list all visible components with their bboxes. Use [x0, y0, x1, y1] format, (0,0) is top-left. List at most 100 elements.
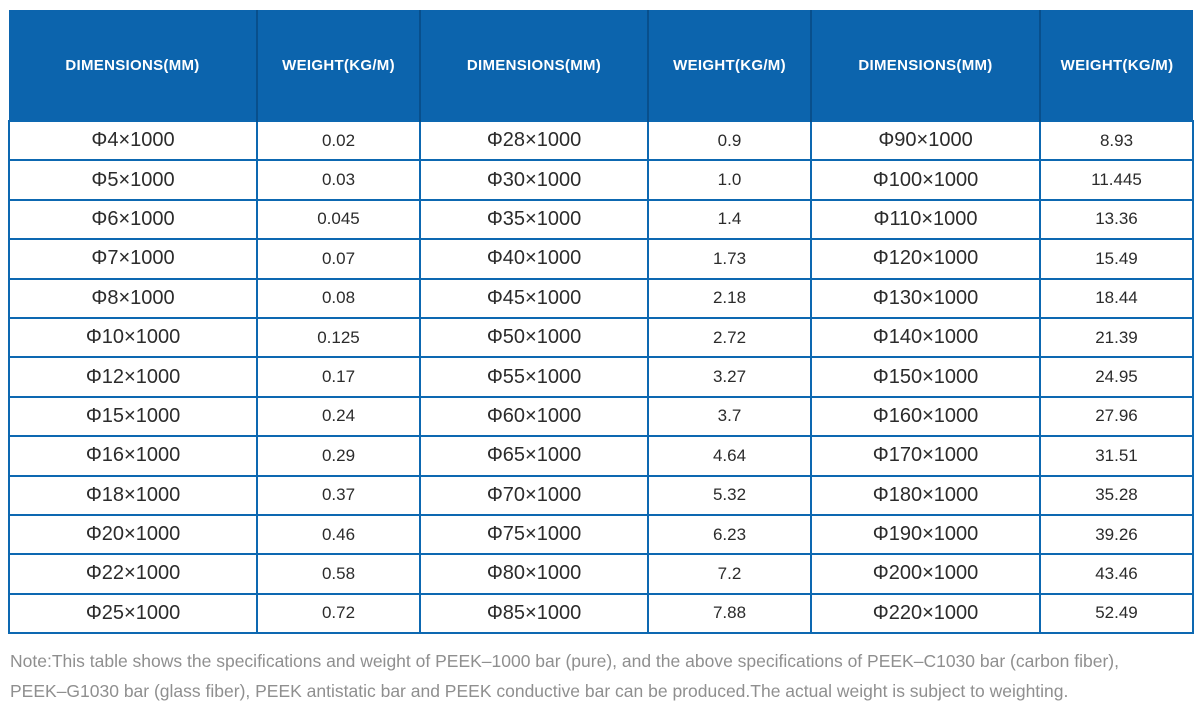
weight-cell: 15.49 [1039, 238, 1194, 280]
dimension-cell: Φ80×1000 [419, 553, 649, 595]
header-weight-col-2: WEIGHT(KG/M) [1040, 10, 1193, 121]
dimension-cell: Φ40×1000 [419, 238, 649, 280]
header-weight-col-1: WEIGHT(KG/M) [648, 10, 812, 121]
weight-cell: 39.26 [1039, 513, 1194, 556]
dimension-cell: Φ140×1000 [810, 316, 1041, 359]
dimension-cell: Φ120×1000 [810, 238, 1041, 280]
dimension-cell: Φ4×1000 [8, 119, 258, 162]
table-row: Φ6×1000 0.045 Φ35×1000 1.4 Φ110×1000 13.36 [8, 198, 1194, 241]
dimension-cell: Φ18×1000 [8, 474, 258, 516]
table-row: Φ15×1000 0.24 Φ60×1000 3.7 Φ160×1000 27.96 [8, 395, 1194, 438]
weight-cell: 0.02 [256, 119, 421, 162]
weight-cell: 3.27 [647, 356, 812, 398]
dimension-cell: Φ6×1000 [8, 198, 258, 241]
header-dimensions-col-0: DIMENSIONS(MM) [9, 10, 258, 121]
dimension-cell: Φ5×1000 [8, 159, 258, 201]
weight-cell: 18.44 [1039, 277, 1194, 319]
dimension-cell: Φ15×1000 [8, 395, 258, 438]
table-row: Φ4×1000 0.02 Φ28×1000 0.9 Φ90×1000 8.93 [8, 119, 1194, 162]
dimension-cell: Φ190×1000 [810, 513, 1041, 556]
weight-cell: 1.0 [647, 159, 812, 201]
dimension-cell: Φ22×1000 [8, 553, 258, 595]
table-row: Φ25×1000 0.72 Φ85×1000 7.88 Φ220×1000 52.49 [8, 592, 1194, 635]
dimension-cell: Φ200×1000 [810, 553, 1041, 595]
peek-bar-spec-table: DIMENSIONS(MM) WEIGHT(KG/M) DIMENSIONS(MM)… [8, 10, 1194, 635]
dimension-cell: Φ55×1000 [419, 356, 649, 398]
weight-cell: 8.93 [1039, 119, 1194, 162]
weight-cell: 0.045 [256, 198, 421, 241]
dimension-cell: Φ130×1000 [810, 277, 1041, 319]
dimension-cell: Φ45×1000 [419, 277, 649, 319]
weight-cell: 31.51 [1039, 435, 1194, 477]
dimension-cell: Φ75×1000 [419, 513, 649, 556]
weight-cell: 4.64 [647, 435, 812, 477]
dimension-cell: Φ28×1000 [419, 119, 649, 162]
weight-cell: 1.4 [647, 198, 812, 241]
header-dimensions-col-2: DIMENSIONS(MM) [811, 10, 1041, 121]
table-row: Φ5×1000 0.03 Φ30×1000 1.0 Φ100×1000 11.445 [8, 159, 1194, 201]
dimension-cell: Φ50×1000 [419, 316, 649, 359]
table-row: Φ20×1000 0.46 Φ75×1000 6.23 Φ190×1000 39.26 [8, 513, 1194, 556]
dimension-cell: Φ90×1000 [810, 119, 1041, 162]
table-row: Φ8×1000 0.08 Φ45×1000 2.18 Φ130×1000 18.44 [8, 277, 1194, 319]
dimension-cell: Φ35×1000 [419, 198, 649, 241]
dimension-cell: Φ12×1000 [8, 356, 258, 398]
header-weight-col-0: WEIGHT(KG/M) [257, 10, 421, 121]
footnote: Note:This table shows the specifications… [10, 646, 1192, 704]
weight-cell: 0.17 [256, 356, 421, 398]
weight-cell: 11.445 [1039, 159, 1194, 201]
dimension-cell: Φ20×1000 [8, 513, 258, 556]
dimension-cell: Φ65×1000 [419, 435, 649, 477]
dimension-cell: Φ10×1000 [8, 316, 258, 359]
footnote-line-1: Note:This table shows the specifications… [10, 651, 1119, 672]
weight-cell: 7.2 [647, 553, 812, 595]
table-header-row: DIMENSIONS(MM) WEIGHT(KG/M) DIMENSIONS(MM)… [9, 10, 1193, 121]
weight-cell: 52.49 [1039, 592, 1194, 635]
weight-cell: 0.24 [256, 395, 421, 438]
dimension-cell: Φ170×1000 [810, 435, 1041, 477]
dimension-cell: Φ25×1000 [8, 592, 258, 635]
dimension-cell: Φ7×1000 [8, 238, 258, 280]
weight-cell: 3.7 [647, 395, 812, 438]
weight-cell: 35.28 [1039, 474, 1194, 516]
weight-cell: 0.9 [647, 119, 812, 162]
table-row: Φ22×1000 0.58 Φ80×1000 7.2 Φ200×1000 43.46 [8, 553, 1194, 595]
dimension-cell: Φ85×1000 [419, 592, 649, 635]
weight-cell: 2.72 [647, 316, 812, 359]
weight-cell: 27.96 [1039, 395, 1194, 438]
table-row: Φ12×1000 0.17 Φ55×1000 3.27 Φ150×1000 24.95 [8, 356, 1194, 398]
weight-cell: 0.37 [256, 474, 421, 516]
weight-cell: 13.36 [1039, 198, 1194, 241]
weight-cell: 0.07 [256, 238, 421, 280]
weight-cell: 21.39 [1039, 316, 1194, 359]
weight-cell: 0.03 [256, 159, 421, 201]
dimension-cell: Φ70×1000 [419, 474, 649, 516]
dimension-cell: Φ30×1000 [419, 159, 649, 201]
dimension-cell: Φ110×1000 [810, 198, 1041, 241]
weight-cell: 43.46 [1039, 553, 1194, 595]
dimension-cell: Φ100×1000 [810, 159, 1041, 201]
table-body: Φ4×1000 0.02 Φ28×1000 0.9 Φ90×1000 8.93 Φ5×100… [8, 119, 1194, 635]
dimension-cell: Φ150×1000 [810, 356, 1041, 398]
table-row: Φ18×1000 0.37 Φ70×1000 5.32 Φ180×1000 35.28 [8, 474, 1194, 516]
weight-cell: 0.72 [256, 592, 421, 635]
dimension-cell: Φ180×1000 [810, 474, 1041, 516]
weight-cell: 2.18 [647, 277, 812, 319]
weight-cell: 0.125 [256, 316, 421, 359]
dimension-cell: Φ8×1000 [8, 277, 258, 319]
table-row: Φ16×1000 0.29 Φ65×1000 4.64 Φ170×1000 31.51 [8, 435, 1194, 477]
weight-cell: 0.29 [256, 435, 421, 477]
table-row: Φ10×1000 0.125 Φ50×1000 2.72 Φ140×1000 21.39 [8, 316, 1194, 359]
footnote-line-2: PEEK–G1030 bar (glass fiber), PEEK antis… [10, 681, 1069, 702]
weight-cell: 5.32 [647, 474, 812, 516]
weight-cell: 1.73 [647, 238, 812, 280]
dimension-cell: Φ160×1000 [810, 395, 1041, 438]
dimension-cell: Φ16×1000 [8, 435, 258, 477]
weight-cell: 0.46 [256, 513, 421, 556]
weight-cell: 6.23 [647, 513, 812, 556]
table-row: Φ7×1000 0.07 Φ40×1000 1.73 Φ120×1000 15.49 [8, 238, 1194, 280]
dimension-cell: Φ60×1000 [419, 395, 649, 438]
weight-cell: 0.08 [256, 277, 421, 319]
weight-cell: 0.58 [256, 553, 421, 595]
